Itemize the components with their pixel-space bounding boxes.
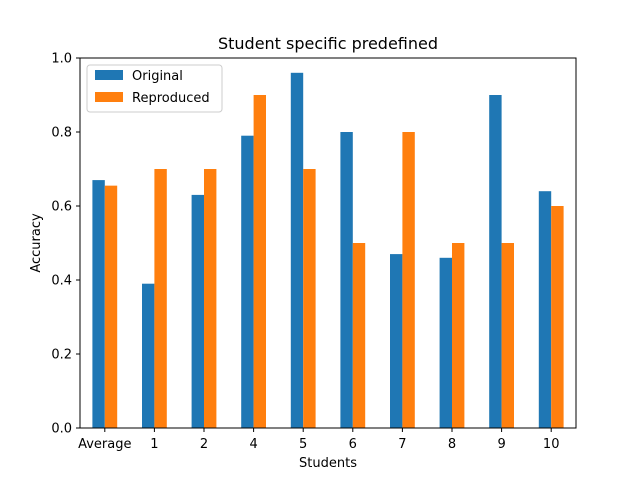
x-tick-label: Average: [78, 437, 131, 452]
bar-reproduced-6: [352, 243, 366, 428]
bar-original-6: [340, 132, 353, 428]
x-tick-label: 10: [543, 437, 560, 452]
y-tick-label: 0.0: [51, 422, 72, 437]
y-tick-label: 0.4: [51, 274, 72, 289]
bar-original-8: [439, 257, 452, 428]
bar-reproduced-7: [402, 132, 415, 428]
x-tick-label: 1: [150, 437, 158, 452]
y-axis-label: Accuracy: [29, 213, 44, 273]
bar-reproduced-5: [303, 169, 316, 428]
bar-original-1: [142, 283, 155, 428]
bar-original-5: [290, 72, 304, 429]
bars-group: [92, 72, 564, 429]
y-tick-label: 0.2: [51, 348, 72, 363]
x-tick-label: 2: [200, 437, 208, 452]
x-axis-label: Students: [299, 456, 357, 471]
plot-frame: [79, 57, 577, 429]
legend-label-original: Original: [132, 69, 183, 84]
bar-reproduced-8: [452, 243, 465, 428]
bar-reproduced-1: [154, 169, 167, 428]
legend-swatch-reproduced: [95, 92, 123, 102]
bar-original-10: [538, 191, 552, 428]
bar-reproduced-4: [253, 95, 266, 428]
bar-original-average: [92, 180, 105, 428]
bar-reproduced-9: [501, 243, 514, 428]
bar-reproduced-10: [551, 206, 564, 428]
x-tick-label: 4: [249, 437, 257, 452]
x-tick-label: 8: [448, 437, 456, 452]
x-axis: Average 1 2 4 5 6 7 8 9 10: [78, 428, 559, 452]
legend-swatch-original: [95, 70, 123, 80]
chart-title: Student specific predefined: [218, 34, 438, 53]
x-tick-label: 5: [299, 437, 307, 452]
bar-original-2: [191, 194, 204, 428]
x-tick-label: 9: [497, 437, 505, 452]
y-tick-label: 0.8: [51, 126, 72, 141]
x-tick-label: 7: [398, 437, 406, 452]
bar-original-9: [489, 95, 502, 428]
bar-reproduced-average: [104, 185, 118, 428]
bar-original-7: [390, 254, 403, 428]
y-axis: 0.0 0.2 0.4 0.6 0.8 1.0: [51, 52, 80, 437]
legend: Original Reproduced: [86, 64, 223, 113]
legend-label-reproduced: Reproduced: [132, 91, 210, 106]
bar-reproduced-2: [204, 169, 217, 428]
bar-original-4: [241, 135, 254, 428]
x-tick-label: 6: [349, 437, 357, 452]
y-tick-label: 0.6: [51, 200, 72, 215]
y-tick-label: 1.0: [51, 52, 72, 67]
